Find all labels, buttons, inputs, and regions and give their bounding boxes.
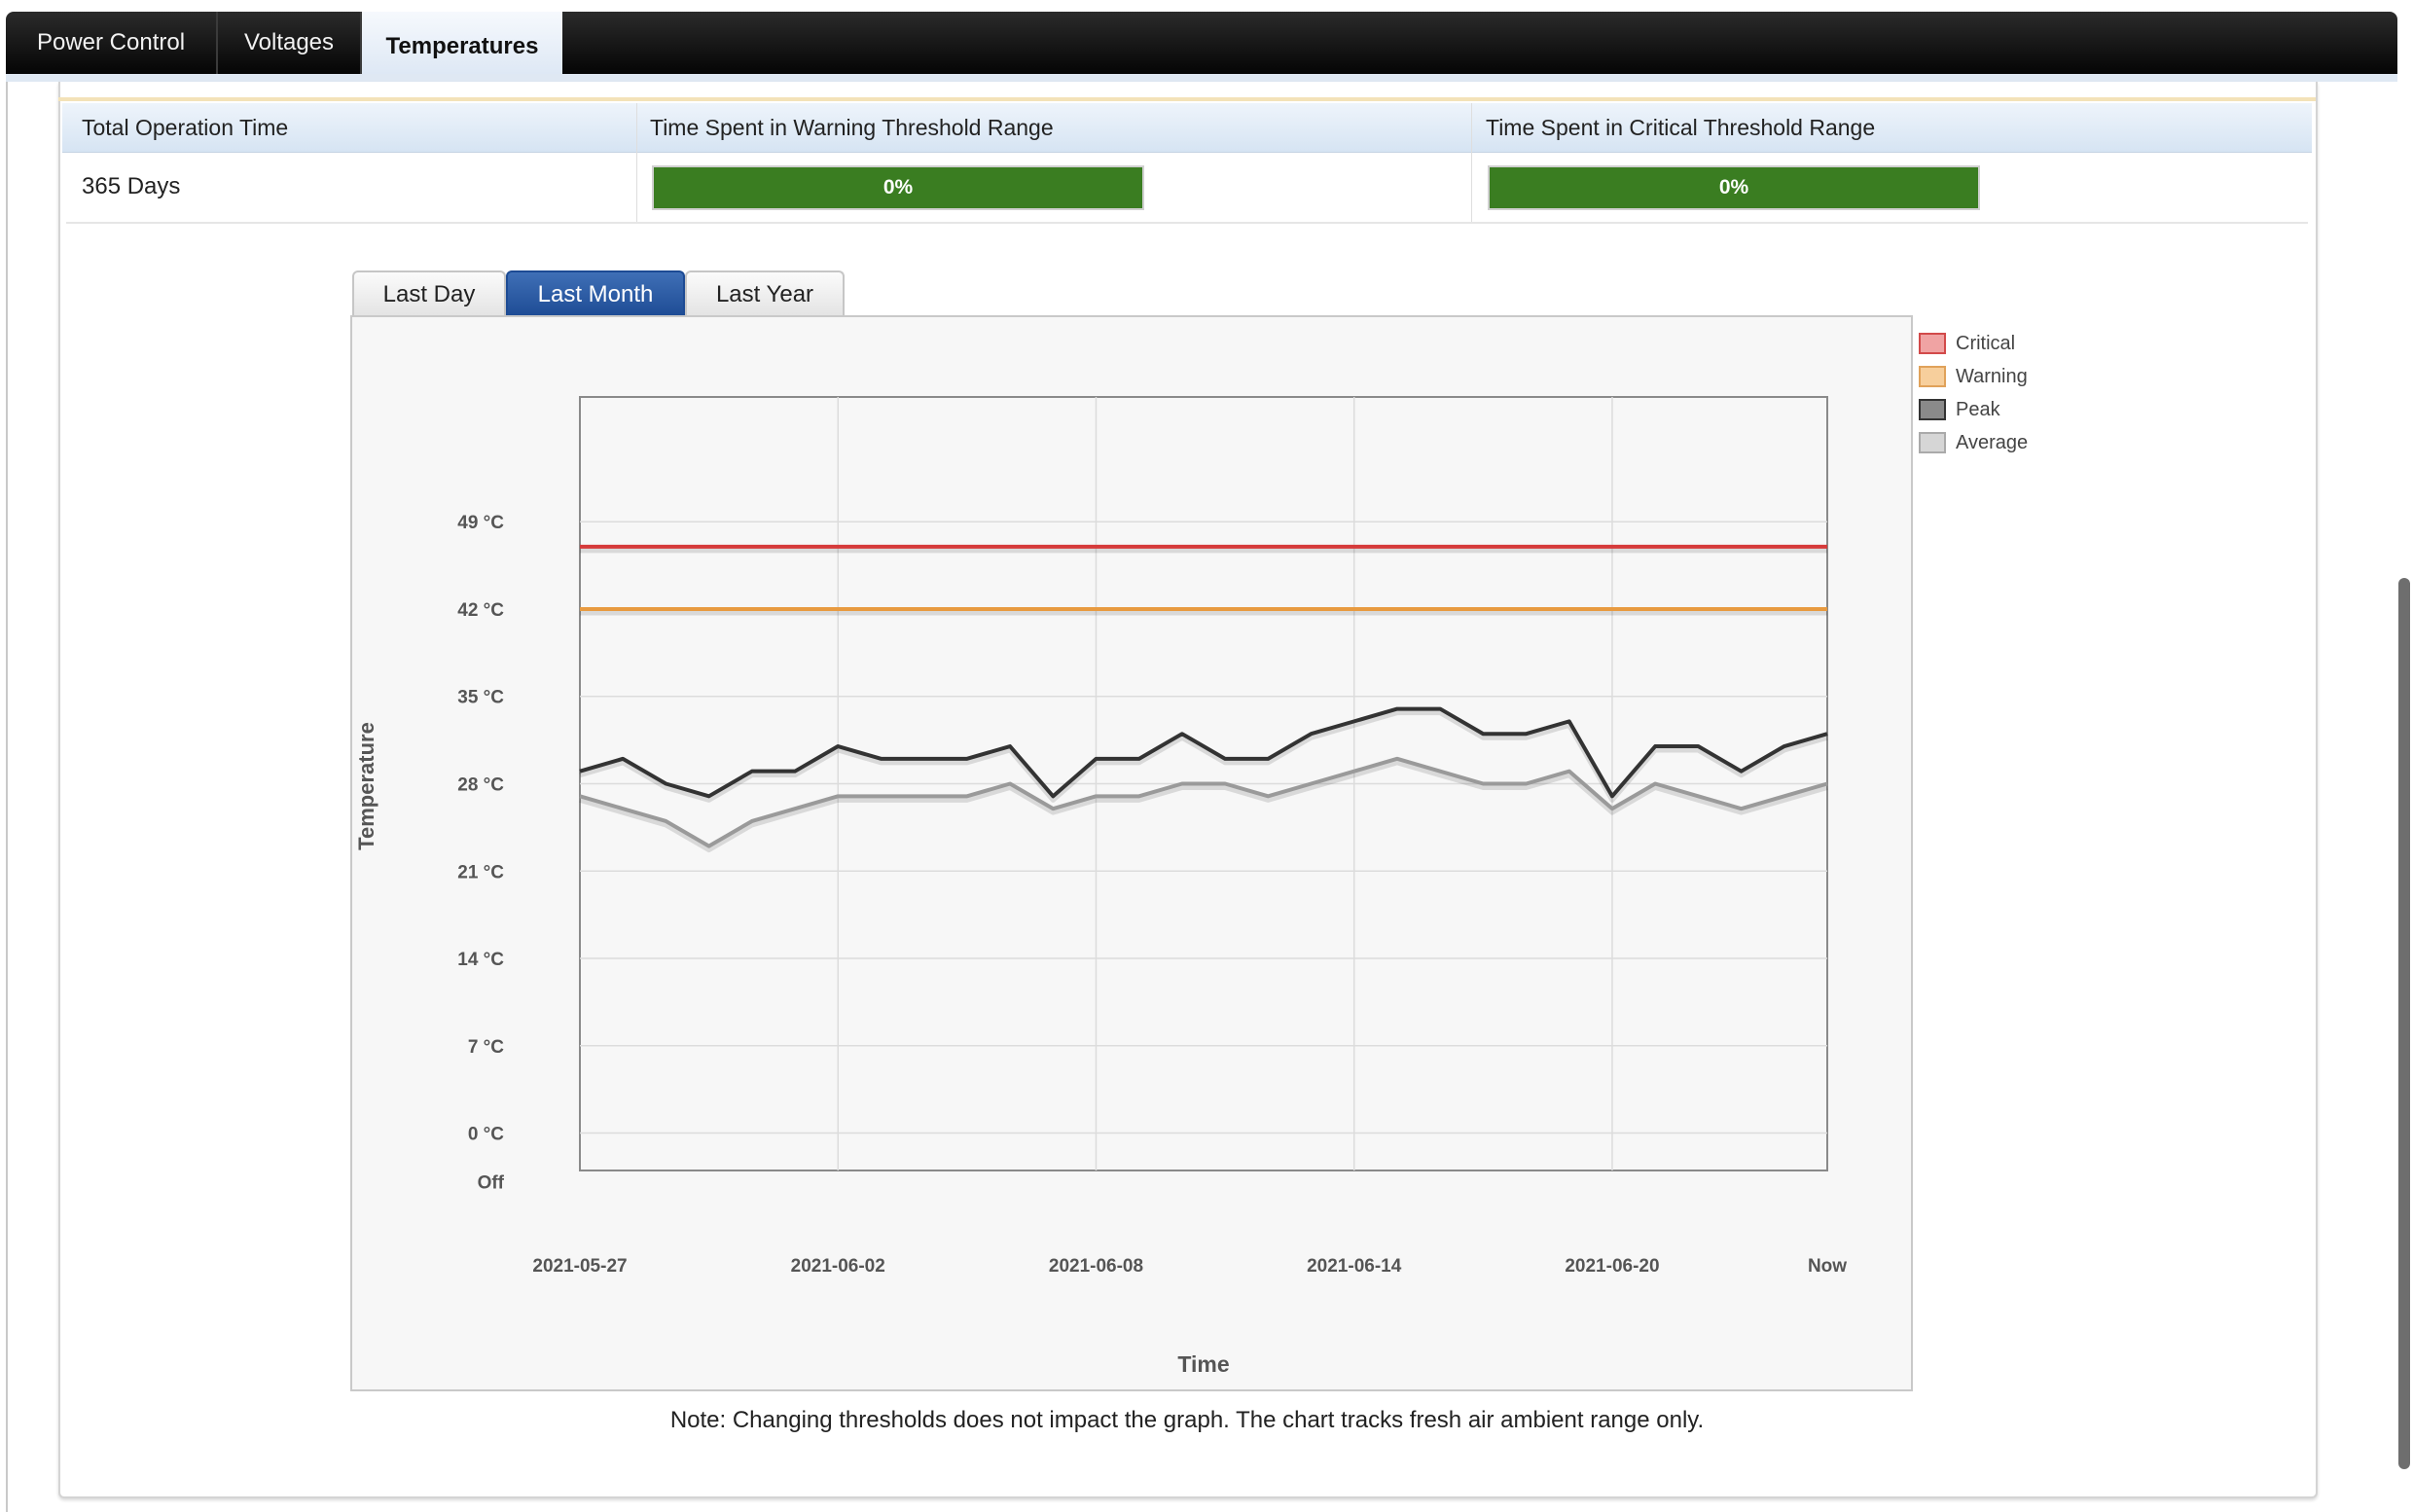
page-left-border [6,82,8,1512]
y-axis-title: Temperature [354,722,378,850]
stats-table-header: Total Operation Time Time Spent in Warni… [62,103,2312,153]
operation-time-value: 365 Days [82,173,181,199]
legend-item-peak[interactable]: Peak [1919,393,2028,426]
x-tick-label: 2021-06-02 [791,1256,885,1277]
column-divider [636,103,637,222]
legend-item-average[interactable]: Average [1919,426,2028,459]
column-divider [1471,103,1472,222]
x-axis-title: Time [1177,1351,1229,1377]
temperature-chart: 49 °C 42 °C 35 °C 28 °C 21 °C 14 °C 7 °C 0 °C Of… [350,315,1913,1391]
tab-bar-underline [6,74,2397,82]
warning-range-bar: 0% [652,165,1144,210]
header-total-operation-time: Total Operation Time [82,114,289,140]
x-tick-label: 2021-06-08 [1049,1256,1143,1277]
y-tick-label: 0 °C [468,1125,504,1145]
y-tick-label: 35 °C [457,688,504,708]
range-tab-last-day[interactable]: Last Day [352,270,506,317]
y-tick-label: 14 °C [457,950,504,970]
x-tick-label: 2021-06-20 [1565,1256,1659,1277]
y-tick-label: Off [478,1173,505,1194]
scrollbar-thumb[interactable] [2398,578,2410,1469]
legend-swatch-peak [1919,399,1946,420]
chart-note: Note: Changing thresholds does not impac… [669,1407,1705,1433]
row-divider [66,222,2308,224]
legend-label-average: Average [1956,431,2029,453]
series-line-peak [579,706,1828,799]
header-warning-range: Time Spent in Warning Threshold Range [650,114,1054,140]
y-tick-label: 21 °C [457,862,504,882]
y-tick-label: 42 °C [457,600,504,621]
chart-legend: Critical Warning Peak Average [1919,327,2028,459]
tab-voltages[interactable]: Voltages [218,12,362,74]
critical-range-bar: 0% [1488,165,1980,210]
x-tick-label: 2021-05-27 [532,1256,627,1277]
legend-swatch-warning [1919,366,1946,387]
panel-top-accent [58,97,2316,101]
legend-swatch-average [1919,432,1946,453]
chart-svg: 49 °C 42 °C 35 °C 28 °C 21 °C 14 °C 7 °C 0 °C Of… [354,396,1847,1377]
tab-temperatures[interactable]: Temperatures [362,12,562,82]
y-tick-label: 49 °C [457,513,504,533]
legend-item-critical[interactable]: Critical [1919,327,2028,360]
y-tick-label: 7 °C [468,1037,504,1058]
top-tab-bar: Power Control Voltages Temperatures [6,12,2397,82]
legend-item-warning[interactable]: Warning [1919,360,2028,393]
series-shadow-average [579,760,1828,853]
range-tab-last-year[interactable]: Last Year [685,270,845,317]
series-shadow-peak [579,710,1828,803]
legend-label-warning: Warning [1956,365,2028,387]
legend-label-critical: Critical [1956,332,2016,354]
y-tick-label: 28 °C [457,775,504,796]
tab-power-control[interactable]: Power Control [6,12,218,74]
x-tick-label: 2021-06-14 [1307,1256,1402,1277]
series-line-average [579,756,1828,848]
x-tick-label: Now [1808,1256,1847,1277]
legend-swatch-critical [1919,333,1946,354]
header-critical-range: Time Spent in Critical Threshold Range [1486,114,1876,140]
range-tab-last-month[interactable]: Last Month [506,270,685,317]
legend-label-peak: Peak [1956,398,2000,420]
